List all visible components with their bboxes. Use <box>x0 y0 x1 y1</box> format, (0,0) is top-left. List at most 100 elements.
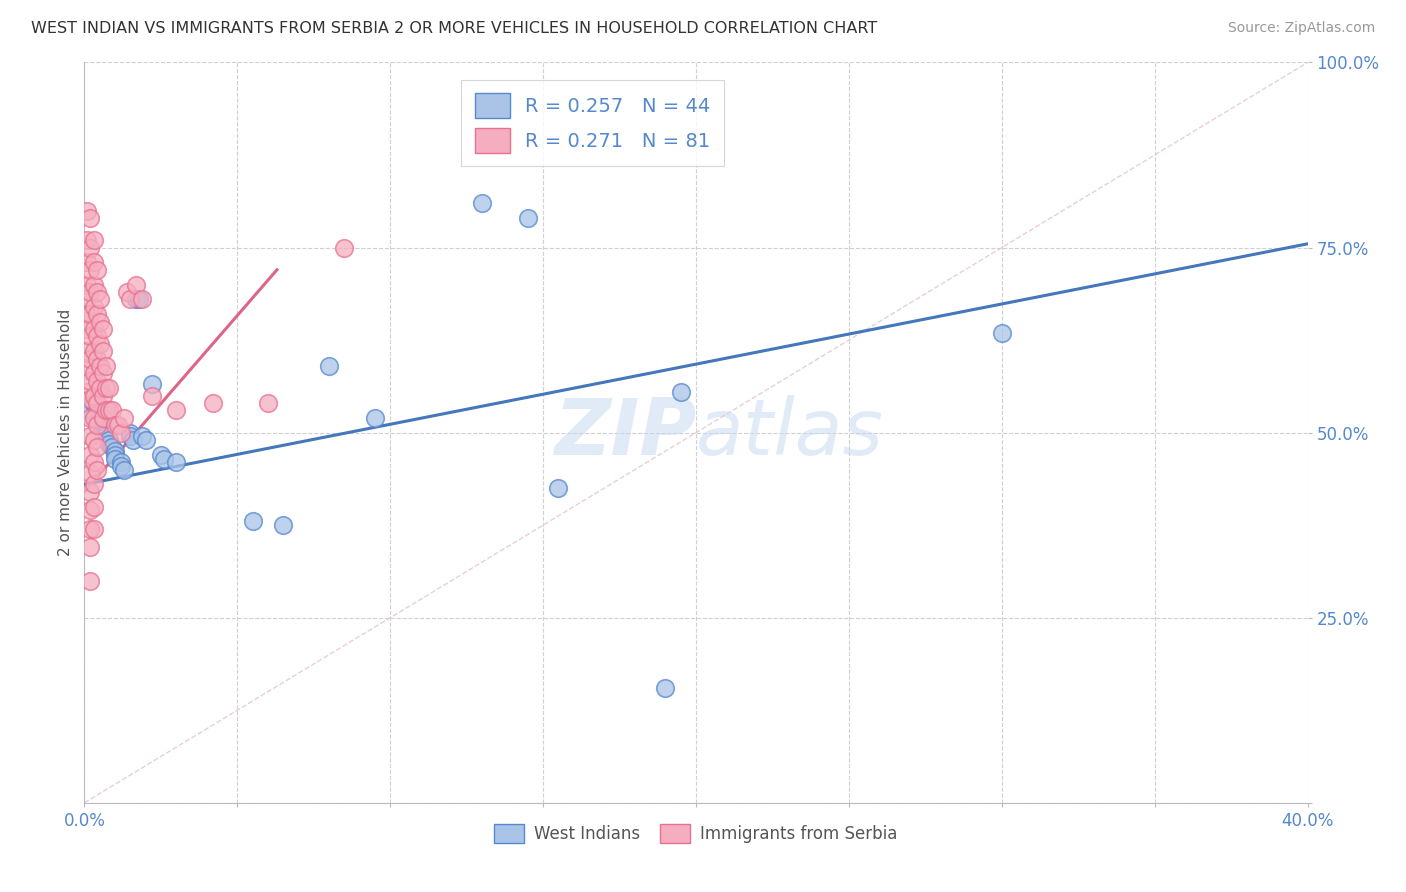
Point <box>86 441 108 455</box>
Point <box>97 433 120 447</box>
Point <box>79 503 101 517</box>
Point <box>991 326 1014 340</box>
Point <box>86 462 108 476</box>
Point <box>654 681 676 695</box>
Point <box>89 415 111 429</box>
Point <box>86 285 108 299</box>
Point <box>97 403 120 417</box>
Point <box>86 351 108 366</box>
Point <box>91 418 114 433</box>
Point <box>122 433 145 447</box>
Point <box>79 307 101 321</box>
Text: ZIP: ZIP <box>554 394 696 471</box>
Point <box>131 429 153 443</box>
Point <box>333 240 356 255</box>
Point <box>79 484 101 499</box>
Point <box>89 418 111 433</box>
Point <box>89 359 111 373</box>
Point <box>79 285 101 299</box>
Point <box>91 422 114 436</box>
Point <box>165 455 187 469</box>
Point <box>131 293 153 307</box>
Point <box>76 293 98 307</box>
Point <box>94 359 117 373</box>
Point <box>97 381 120 395</box>
Point <box>165 403 187 417</box>
Point <box>79 403 101 417</box>
Point <box>94 425 117 440</box>
Point <box>76 322 98 336</box>
Point <box>79 448 101 462</box>
Point <box>104 451 127 466</box>
Point <box>76 307 98 321</box>
Point <box>83 396 105 410</box>
Point <box>153 451 176 466</box>
Point <box>94 381 117 395</box>
Point <box>83 388 105 402</box>
Point <box>76 362 98 376</box>
Point <box>669 384 692 399</box>
Point <box>76 255 98 269</box>
Point <box>86 374 108 388</box>
Point <box>101 403 124 417</box>
Point <box>76 400 98 414</box>
Point <box>83 522 105 536</box>
Point <box>91 344 114 359</box>
Point <box>83 410 105 425</box>
Point <box>125 293 148 307</box>
Point <box>86 403 108 417</box>
Point <box>128 293 150 307</box>
Point <box>83 344 105 359</box>
Point <box>83 277 105 292</box>
Point <box>86 329 108 343</box>
Point <box>97 436 120 450</box>
Point <box>91 388 114 402</box>
Point <box>91 367 114 381</box>
Point <box>91 425 114 440</box>
Text: atlas: atlas <box>696 394 884 471</box>
Point <box>257 396 280 410</box>
Point <box>120 429 142 443</box>
Point <box>141 388 163 402</box>
Point <box>83 322 105 336</box>
Point <box>115 285 138 299</box>
Point <box>94 403 117 417</box>
Point <box>89 381 111 395</box>
Point <box>110 458 132 473</box>
Point <box>110 425 132 440</box>
Point <box>79 240 101 255</box>
Point <box>135 433 157 447</box>
Point <box>83 455 105 469</box>
Point <box>83 433 105 447</box>
Point <box>79 392 101 407</box>
Point <box>79 574 101 588</box>
Point <box>471 196 494 211</box>
Point <box>104 444 127 458</box>
Point <box>242 515 264 529</box>
Point <box>83 367 105 381</box>
Point <box>79 410 101 425</box>
Point <box>83 396 105 410</box>
Point <box>79 522 101 536</box>
Point <box>318 359 340 373</box>
Point <box>94 429 117 443</box>
Point <box>79 541 101 555</box>
Point <box>86 396 108 410</box>
Point <box>120 425 142 440</box>
Text: WEST INDIAN VS IMMIGRANTS FROM SERBIA 2 OR MORE VEHICLES IN HOUSEHOLD CORRELATIO: WEST INDIAN VS IMMIGRANTS FROM SERBIA 2 … <box>31 21 877 36</box>
Point <box>76 384 98 399</box>
Point <box>112 410 135 425</box>
Point <box>79 467 101 481</box>
Point <box>120 293 142 307</box>
Point <box>79 351 101 366</box>
Point <box>83 255 105 269</box>
Point <box>89 314 111 328</box>
Point <box>89 410 111 425</box>
Point <box>101 441 124 455</box>
Point <box>83 477 105 491</box>
Point <box>76 203 98 218</box>
Point <box>76 233 98 247</box>
Point <box>79 374 101 388</box>
Point <box>79 329 101 343</box>
Point <box>83 300 105 314</box>
